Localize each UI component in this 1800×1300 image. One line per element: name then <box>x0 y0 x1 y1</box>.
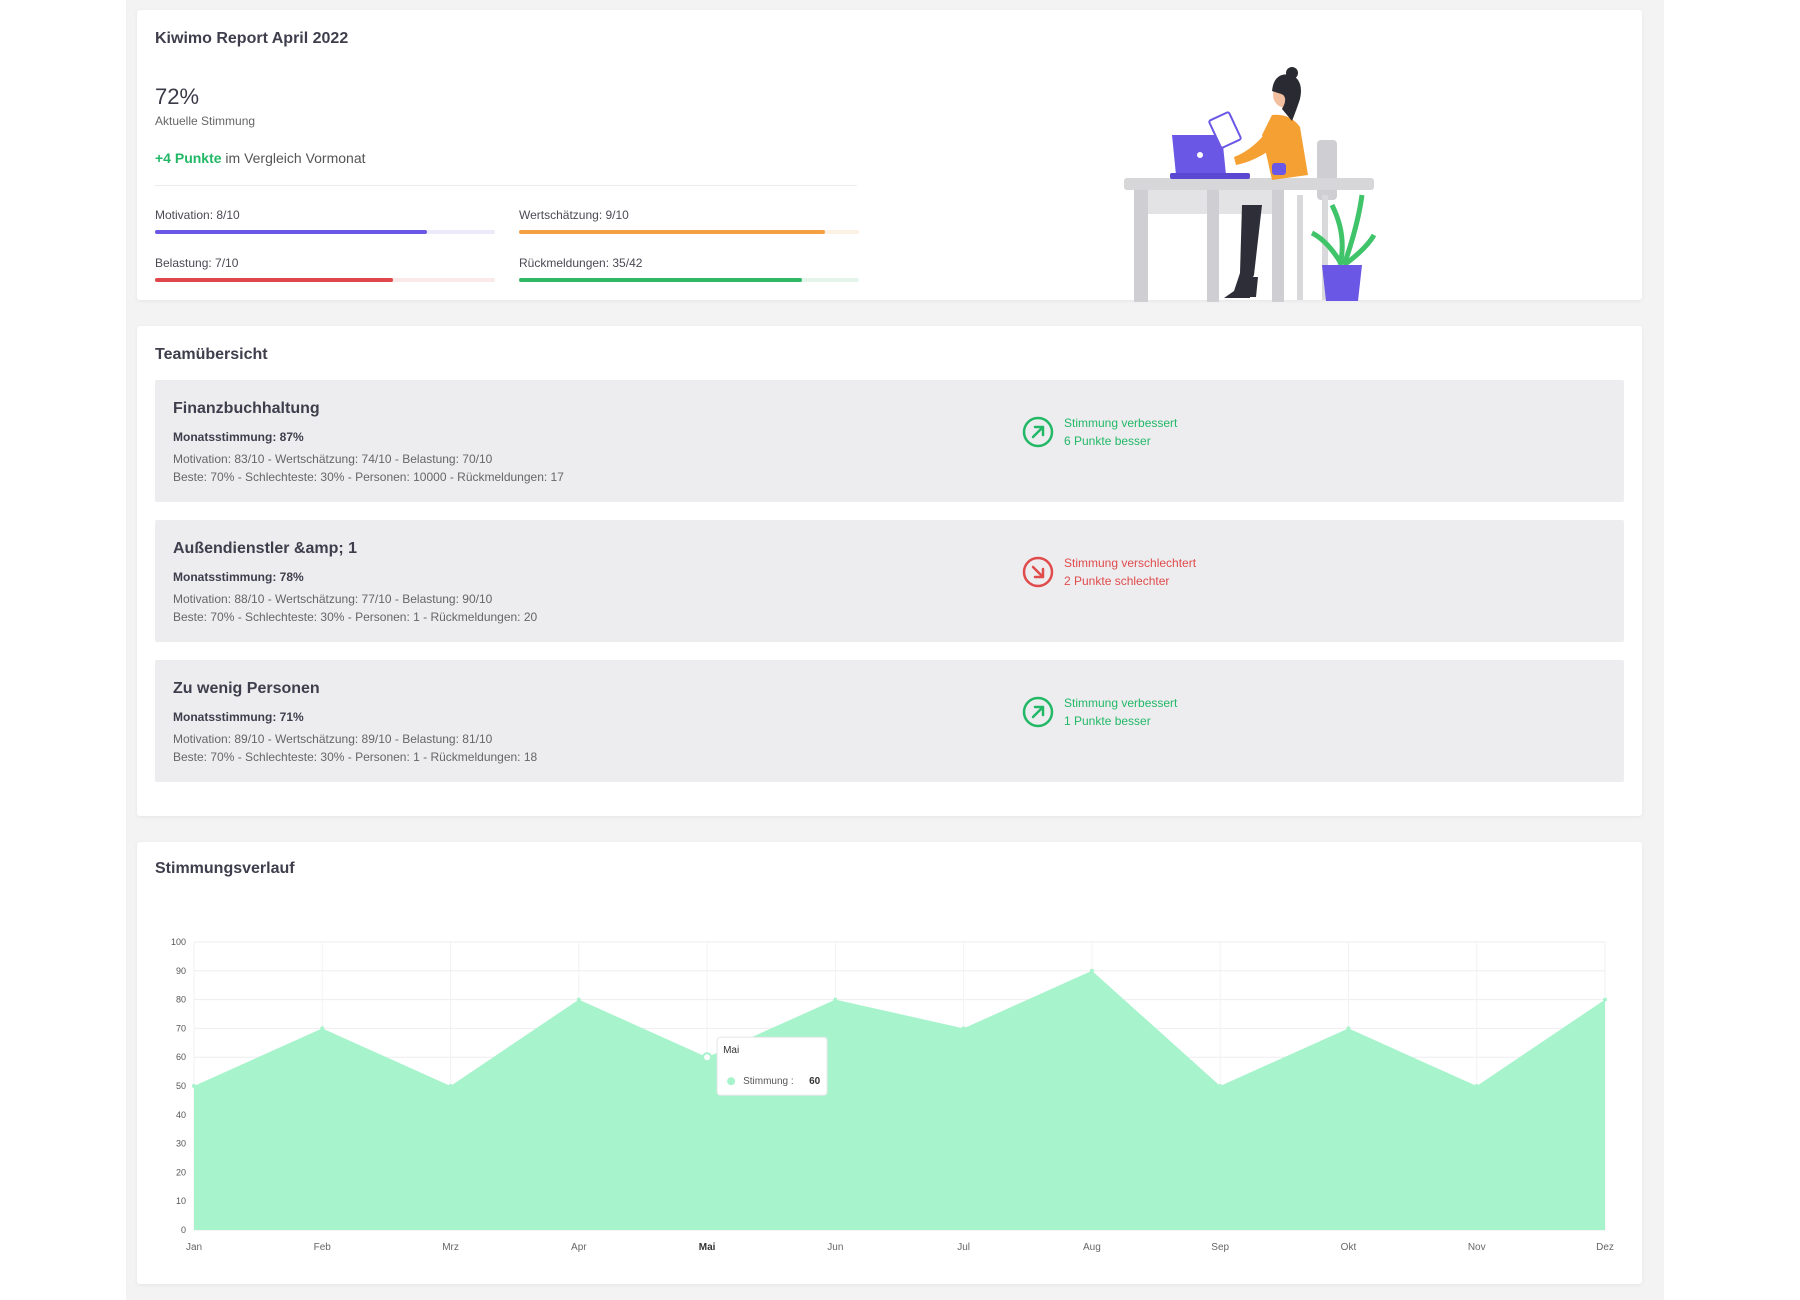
team-stats: Beste: 70% - Schlechteste: 30% - Persone… <box>173 610 538 624</box>
metric-bar <box>155 278 495 282</box>
y-tick-label: 70 <box>176 1023 186 1033</box>
x-tick-label: Jul <box>957 1242 970 1253</box>
woman-at-desk-illustration <box>1124 67 1377 302</box>
x-tick-label: Sep <box>1211 1242 1229 1253</box>
team-overview-title: Teamübersicht <box>155 346 268 363</box>
current-mood-value: 72% <box>155 84 200 109</box>
metric-label: Rückmeldungen: 35/42 <box>519 256 643 270</box>
team-name: Außendienstler &amp; 1 <box>173 540 358 557</box>
trend-up-icon <box>1022 416 1054 448</box>
metric-bar <box>519 230 859 234</box>
trend-up-icon <box>1022 696 1054 728</box>
metric-label: Motivation: 8/10 <box>155 208 240 222</box>
x-tick-label: Dez <box>1596 1242 1614 1253</box>
metric-rueckmeldungen: Rückmeldungen: 35/42 <box>519 256 859 282</box>
trend-indicator: Stimmung verbessert 1 Punkte besser <box>1022 694 1322 734</box>
data-point <box>961 1026 966 1031</box>
metric-belastung: Belastung: 7/10 <box>155 256 495 282</box>
trend-down-icon <box>1022 556 1054 588</box>
data-point <box>448 1084 453 1088</box>
mood-area-chart[interactable]: 0 10 20 30 40 50 60 70 80 90 100 Jan Feb Mrz Apr Mai Jun… <box>137 922 1642 1282</box>
area-series-stimmung[interactable] <box>194 970 1605 1230</box>
y-tick-label: 0 <box>181 1225 186 1235</box>
mood-history-card: Stimmungsverlauf 0 10 20 30 40 50 60 70 80 90 100 J… <box>137 842 1642 1284</box>
tooltip-category: Mai <box>723 1045 739 1056</box>
team-month-mood: Monatsstimmung: 78% <box>173 570 304 584</box>
tooltip-series-label: Stimmung : <box>743 1076 794 1087</box>
data-point <box>702 1052 713 1063</box>
report-card: Kiwimo Report April 2022 72% Aktuelle St… <box>137 10 1642 302</box>
metric-bar <box>155 230 495 234</box>
data-point <box>192 1084 196 1088</box>
team-row[interactable]: Finanzbuchhaltung Monatsstimmung: 87% Mo… <box>155 380 1624 502</box>
team-row[interactable]: Außendienstler &amp; 1 Monatsstimmung: 7… <box>155 520 1624 642</box>
y-tick-label: 100 <box>171 937 186 947</box>
metric-bar-fill <box>519 230 825 234</box>
y-tick-label: 50 <box>176 1081 186 1091</box>
metric-label: Belastung: 7/10 <box>155 256 239 270</box>
x-tick-label: Nov <box>1468 1242 1486 1253</box>
team-scores: Motivation: 83/10 - Wertschätzung: 74/10… <box>173 452 493 466</box>
x-tick-label: Jun <box>827 1242 843 1253</box>
team-month-mood: Monatsstimmung: 87% <box>173 430 304 444</box>
x-tick-label: Apr <box>571 1242 587 1253</box>
data-point <box>1603 997 1607 1002</box>
team-scores: Motivation: 89/10 - Wertschätzung: 89/10… <box>173 732 493 746</box>
y-tick-label: 80 <box>176 995 186 1005</box>
trend-title: Stimmung verbessert <box>1064 696 1178 710</box>
trend-indicator: Stimmung verschlechtert 2 Punkte schlech… <box>1022 554 1322 594</box>
metric-bar-fill <box>155 230 427 234</box>
metric-bar <box>519 278 859 282</box>
divider <box>155 185 857 186</box>
comparison-label: im Vergleich Vormonat <box>221 150 366 166</box>
x-tick-label: Mai <box>699 1242 716 1253</box>
trend-title: Stimmung verbessert <box>1064 416 1178 430</box>
tooltip-series-marker <box>727 1077 736 1086</box>
data-point <box>320 1026 325 1031</box>
current-mood-label: Aktuelle Stimmung <box>155 114 256 128</box>
comparison-points: +4 Punkte <box>155 150 222 166</box>
y-tick-label: 60 <box>176 1052 186 1062</box>
metric-bar-fill <box>519 278 803 282</box>
y-tick-label: 90 <box>176 966 186 976</box>
trend-subtitle: 2 Punkte schlechter <box>1064 574 1170 588</box>
x-tick-label: Jan <box>186 1242 202 1253</box>
trend-subtitle: 6 Punkte besser <box>1064 434 1151 448</box>
x-tick-label: Feb <box>314 1242 332 1253</box>
metric-wertschaetzung: Wertschätzung: 9/10 <box>519 208 859 234</box>
team-name: Finanzbuchhaltung <box>173 400 320 417</box>
data-point <box>833 997 838 1002</box>
x-tick-label: Okt <box>1341 1242 1357 1253</box>
data-point <box>1089 968 1094 973</box>
report-title: Kiwimo Report April 2022 <box>155 30 349 47</box>
x-tick-label: Aug <box>1083 1242 1101 1253</box>
team-stats: Beste: 70% - Schlechteste: 30% - Persone… <box>173 750 538 764</box>
trend-indicator: Stimmung verbessert 6 Punkte besser <box>1022 414 1322 454</box>
data-point <box>576 997 581 1002</box>
team-stats: Beste: 70% - Schlechteste: 30% - Persone… <box>173 470 564 484</box>
trend-title: Stimmung verschlechtert <box>1064 556 1197 570</box>
y-tick-label: 10 <box>176 1196 186 1206</box>
comparison-text: +4 Punkte im Vergleich Vormonat <box>155 150 366 166</box>
y-tick-label: 20 <box>176 1167 186 1177</box>
team-name: Zu wenig Personen <box>173 680 320 697</box>
mood-history-title: Stimmungsverlauf <box>155 860 295 877</box>
trend-subtitle: 1 Punkte besser <box>1064 714 1151 728</box>
team-scores: Motivation: 88/10 - Wertschätzung: 77/10… <box>173 592 493 606</box>
team-overview-card: Teamübersicht Finanzbuchhaltung Monatsst… <box>137 326 1642 816</box>
team-month-mood: Monatsstimmung: 71% <box>173 710 304 724</box>
tooltip-value: 60 <box>809 1076 821 1087</box>
data-point <box>1218 1084 1223 1088</box>
metric-motivation: Motivation: 8/10 <box>155 208 495 234</box>
team-row[interactable]: Zu wenig Personen Monatsstimmung: 71% Mo… <box>155 660 1624 782</box>
tooltip-box <box>716 1036 828 1096</box>
x-tick-label: Mrz <box>442 1242 459 1253</box>
metric-label: Wertschätzung: 9/10 <box>519 208 629 222</box>
data-point <box>1474 1084 1479 1088</box>
data-point <box>1346 1026 1351 1031</box>
y-tick-label: 40 <box>176 1110 186 1120</box>
y-tick-label: 30 <box>176 1139 186 1149</box>
metric-bar-fill <box>155 278 393 282</box>
